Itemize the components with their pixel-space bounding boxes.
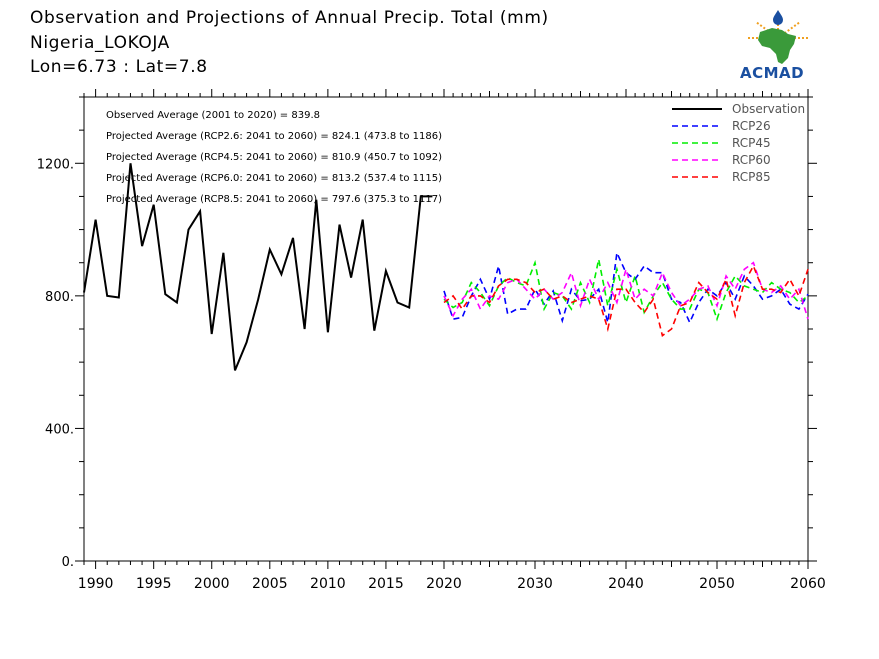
x-tick-label: 1995 xyxy=(136,576,172,592)
africa-shape-icon xyxy=(758,28,796,64)
water-drop-icon xyxy=(773,10,783,25)
series-line-rcp60 xyxy=(443,261,809,320)
legend-label: RCP26 xyxy=(732,119,771,133)
annotation-line: Projected Average (RCP8.5: 2041 to 2060)… xyxy=(106,194,442,205)
plot-frame: 0. 400. 800. 1200. 1990 1995 2000 2005 2010 2015 2… xyxy=(37,89,826,592)
x-tick-label: 2050 xyxy=(699,576,735,592)
legend-label: Observation xyxy=(732,102,805,116)
annotation-line: Projected Average (RCP4.5: 2041 to 2060)… xyxy=(106,152,442,163)
legend-label: RCP60 xyxy=(732,153,771,167)
x-tick-label: 2010 xyxy=(310,576,346,592)
y-tick-label: 0. xyxy=(62,555,74,570)
africa-map-logo-icon xyxy=(746,10,810,64)
annotation-block: Observed Average (2001 to 2020) = 839.8 P… xyxy=(106,110,442,205)
legend-label: RCP85 xyxy=(732,170,771,184)
x-tick-label: 2060 xyxy=(790,576,826,592)
location-name: Nigeria_LOKOJA xyxy=(30,33,170,53)
series-line-rcp26 xyxy=(443,249,809,325)
y-tick-label: 1200. xyxy=(37,157,74,172)
legend-label: RCP45 xyxy=(732,136,771,150)
x-tick-label: 2040 xyxy=(608,576,644,592)
annotation-line: Projected Average (RCP2.6: 2041 to 2060)… xyxy=(106,131,442,142)
x-tick-label: 2015 xyxy=(368,576,404,592)
annotation-line: Observed Average (2001 to 2020) = 839.8 xyxy=(106,110,320,121)
x-tick-label: 1990 xyxy=(78,576,114,592)
logo-text: ACMAD xyxy=(740,64,805,82)
y-tick-label: 400. xyxy=(45,422,74,437)
x-tick-label: 2020 xyxy=(426,576,462,592)
x-tick-label: 2005 xyxy=(252,576,288,592)
series-layer xyxy=(83,163,809,371)
x-tick-label: 2000 xyxy=(194,576,230,592)
plot-border xyxy=(83,96,809,562)
series-line-rcp85 xyxy=(443,264,809,337)
series-line-observation xyxy=(83,163,433,371)
chart-title: Observation and Projections of Annual Pr… xyxy=(30,8,549,28)
legend: Observation RCP26 RCP45 RCP60 RCP85 xyxy=(672,102,805,184)
x-tick-label: 2030 xyxy=(517,576,553,592)
y-tick-label: 800. xyxy=(45,290,74,305)
series-line-rcp45 xyxy=(443,259,809,322)
annotation-line: Projected Average (RCP6.0: 2041 to 2060)… xyxy=(106,173,442,184)
location-coords: Lon=6.73 : Lat=7.8 xyxy=(30,57,208,77)
